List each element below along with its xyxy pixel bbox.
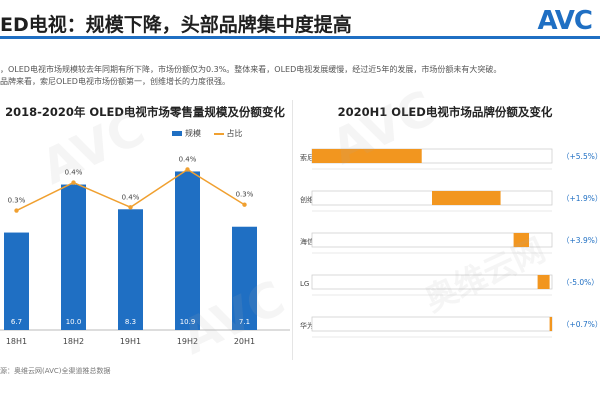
legend-label-scale: 规模 bbox=[185, 129, 201, 138]
intro-line-1: ，OLED电视市场规模较去年同期有所下降，市场份额仅为0.3%。整体来看，OLE… bbox=[0, 65, 502, 74]
share-change-label: （-5.0%） bbox=[562, 278, 599, 287]
share-point bbox=[71, 180, 76, 185]
legend-item-scale: 规模 bbox=[172, 129, 201, 138]
page-title: ED电视：规模下降，头部品牌集中度提高 bbox=[0, 14, 352, 36]
source-note: 源：奥维云网(AVC)全渠道推总数据 bbox=[0, 367, 111, 375]
share-point bbox=[185, 167, 190, 172]
brand-bar-LG bbox=[537, 275, 550, 289]
brand-bar-创维 bbox=[432, 191, 501, 205]
intro-line-2: 品牌来看，索尼OLED电视市场份额第一，创维增长的力度很强。 bbox=[0, 77, 230, 86]
legend-label-share: 占比 bbox=[226, 129, 243, 138]
bar-track bbox=[311, 316, 553, 332]
bar-19H1 bbox=[118, 209, 143, 330]
share-value-label: 0.3% bbox=[236, 191, 254, 199]
left-chart: 6.7 18H1 10.0 18H2 8.3 19H1 10.9 19H2 7.1 20H1 0.3… bbox=[0, 155, 290, 346]
x-tick-label: 18H1 bbox=[6, 337, 27, 346]
bar-track bbox=[311, 274, 553, 290]
legend-swatch-bar bbox=[172, 131, 182, 136]
share-value-label: 0.4% bbox=[65, 169, 83, 177]
share-change-label: （+3.9%） bbox=[562, 236, 600, 245]
share-line bbox=[16, 168, 245, 212]
x-tick-label: 19H2 bbox=[177, 337, 198, 346]
share-change-label: （+1.9%） bbox=[562, 194, 600, 203]
brand-label: 创维 bbox=[300, 195, 314, 204]
bar-value-label: 10.9 bbox=[180, 318, 196, 326]
share-value-label: 0.3% bbox=[8, 197, 26, 205]
bar-18H2 bbox=[61, 184, 86, 330]
x-tick-label: 19H1 bbox=[120, 337, 141, 346]
brand-bar-索尼 bbox=[312, 149, 422, 163]
brand-label: 索尼 bbox=[300, 153, 314, 162]
right-chart: 索尼 （+5.5%） 创维 （+1.9%） 海信 （+3.9%） LG （-5.0%） 华为 （+… bbox=[300, 148, 600, 338]
share-change-label: （+0.7%） bbox=[562, 320, 600, 329]
share-value-label: 0.4% bbox=[179, 155, 197, 163]
bar-18H1 bbox=[4, 232, 29, 330]
bar-value-label: 6.7 bbox=[11, 318, 22, 326]
brand-label: 海信 bbox=[300, 237, 314, 246]
left-chart-title: 2018-2020年 OLED电视市场零售量规模及份额变化 bbox=[5, 105, 285, 119]
bar-value-label: 8.3 bbox=[125, 318, 136, 326]
x-tick-label: 20H1 bbox=[234, 337, 255, 346]
share-point bbox=[128, 205, 133, 210]
left-chart-legend: 规模 占比 bbox=[172, 128, 243, 139]
brand-bar-华为 bbox=[549, 317, 552, 331]
intro-text: ，OLED电视市场规模较去年同期有所下降，市场份额仅为0.3%。整体来看，OLE… bbox=[0, 64, 590, 88]
bar-20H1 bbox=[232, 226, 257, 330]
brand-label: LG bbox=[300, 280, 309, 288]
right-chart-title: 2020H1 OLED电视市场品牌份额及变化 bbox=[337, 105, 553, 119]
bar-19H2 bbox=[175, 171, 200, 330]
chart-divider bbox=[292, 100, 293, 360]
legend-item-share: 占比 bbox=[213, 129, 243, 138]
bar-track bbox=[311, 232, 553, 248]
share-change-label: （+5.5%） bbox=[562, 152, 600, 161]
brand-bar-海信 bbox=[513, 233, 530, 247]
bar-value-label: 7.1 bbox=[239, 318, 250, 326]
share-point bbox=[242, 202, 247, 207]
title-underline bbox=[0, 36, 600, 39]
x-tick-label: 18H2 bbox=[63, 337, 84, 346]
legend-swatch-line bbox=[213, 132, 224, 135]
bar-value-label: 10.0 bbox=[66, 318, 82, 326]
avc-logo: AVC bbox=[537, 6, 593, 36]
brand-label: 华为 bbox=[300, 321, 314, 330]
share-point bbox=[14, 208, 19, 213]
share-value-label: 0.4% bbox=[122, 193, 140, 201]
